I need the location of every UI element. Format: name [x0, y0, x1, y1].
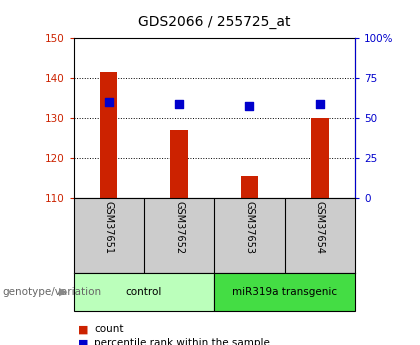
Bar	[311, 118, 328, 198]
Text: GSM37652: GSM37652	[174, 200, 184, 254]
Text: ■: ■	[78, 338, 88, 345]
Point	[246, 104, 253, 109]
Text: control: control	[126, 287, 162, 296]
Bar	[100, 72, 118, 198]
Text: percentile rank within the sample: percentile rank within the sample	[94, 338, 270, 345]
Text: ▶: ▶	[59, 287, 67, 296]
Bar	[241, 176, 258, 198]
Text: GDS2066 / 255725_at: GDS2066 / 255725_at	[138, 15, 291, 29]
Text: GSM37653: GSM37653	[244, 200, 255, 254]
Text: GSM37651: GSM37651	[104, 200, 114, 254]
Bar	[74, 273, 214, 310]
Text: genotype/variation: genotype/variation	[2, 287, 101, 296]
Text: miR319a transgenic: miR319a transgenic	[232, 287, 337, 296]
Text: GSM37654: GSM37654	[315, 200, 325, 254]
Bar	[214, 273, 355, 310]
Bar	[170, 130, 188, 198]
Point	[176, 101, 182, 107]
Text: ■: ■	[78, 325, 88, 334]
Point	[316, 101, 323, 107]
Text: count: count	[94, 325, 124, 334]
Point	[105, 99, 112, 105]
